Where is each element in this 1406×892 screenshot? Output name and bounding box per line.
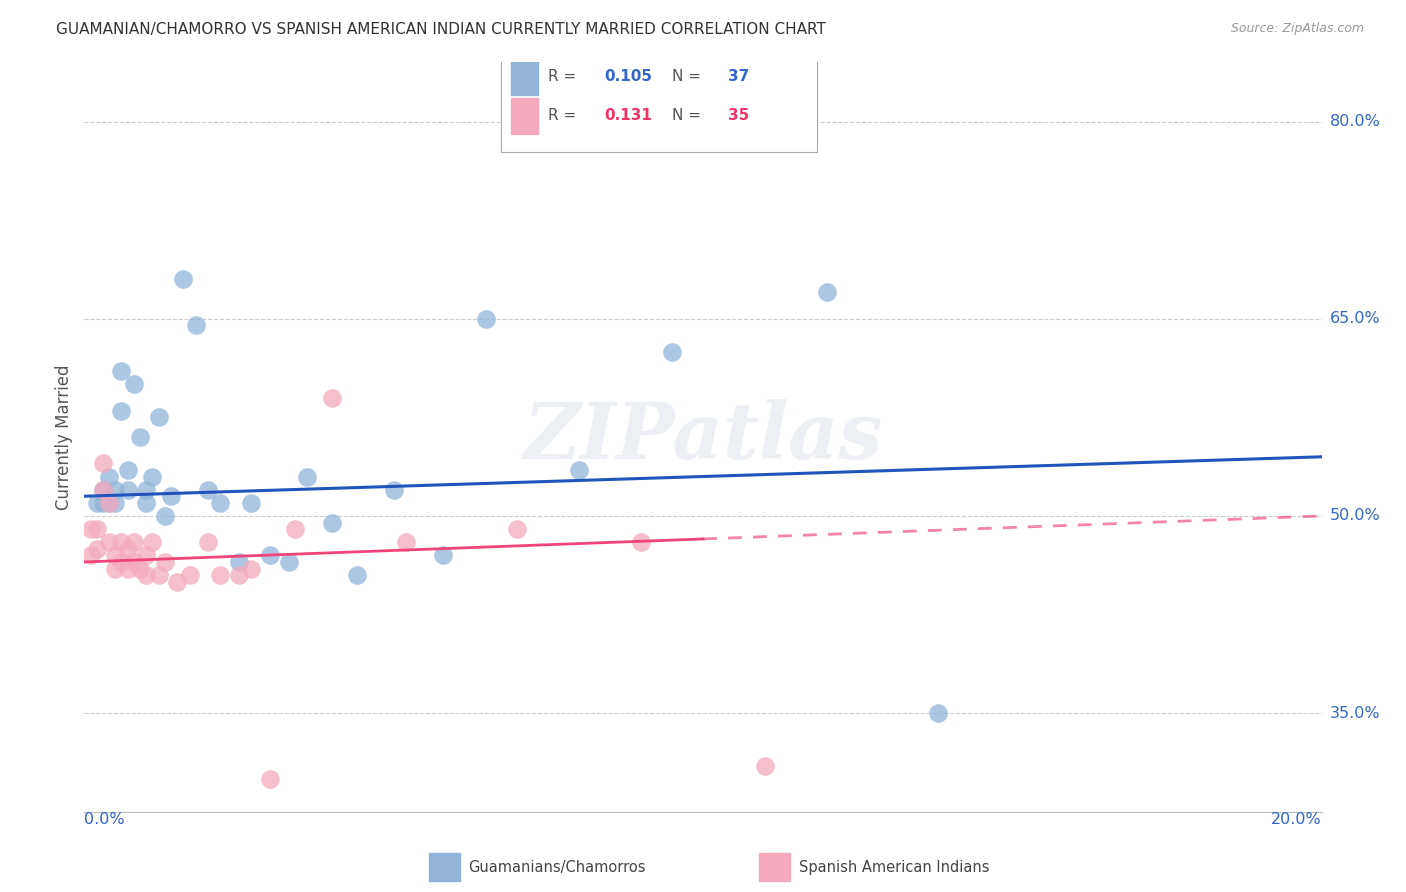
Point [98,496,121,510]
Point [135,568,157,582]
Point [117,541,139,556]
Y-axis label: Currently Married: Currently Married [55,364,73,510]
Point [110,404,132,418]
Point [661,344,683,359]
Point [815,285,838,300]
Point [98,469,121,483]
Text: 35.0%: 35.0% [1330,706,1381,721]
Text: 80.0%: 80.0% [1330,114,1381,129]
Text: Source: ZipAtlas.com: Source: ZipAtlas.com [1230,22,1364,36]
Point [148,410,170,425]
Point [79,522,101,536]
Point [98,535,121,549]
Point [141,535,163,549]
Text: 0.105: 0.105 [605,70,652,84]
Point [91,456,114,470]
Point [432,549,454,563]
Point [104,496,127,510]
Point [110,535,132,549]
Point [104,549,127,563]
Text: 37: 37 [728,70,749,84]
Point [321,516,343,530]
Point [209,496,232,510]
Point [166,574,188,589]
Point [122,377,145,392]
Point [277,555,299,569]
Point [117,561,139,575]
Text: 20.0%: 20.0% [1271,812,1322,827]
Text: 65.0%: 65.0% [1330,311,1381,326]
Point [91,483,114,497]
Point [172,272,194,286]
Point [104,561,127,575]
Point [228,568,250,582]
Point [475,311,498,326]
Text: N =: N = [672,70,706,84]
Text: ZIPatlas: ZIPatlas [523,399,883,475]
Text: 35: 35 [728,108,749,123]
Text: 50.0%: 50.0% [1330,508,1381,524]
Point [135,549,157,563]
Point [129,430,152,444]
Text: GUAMANIAN/CHAMORRO VS SPANISH AMERICAN INDIAN CURRENTLY MARRIED CORRELATION CHAR: GUAMANIAN/CHAMORRO VS SPANISH AMERICAN I… [56,22,827,37]
Point [295,469,318,483]
Point [209,568,232,582]
Point [135,483,157,497]
Point [382,483,405,497]
Text: 0.0%: 0.0% [84,812,125,827]
Point [129,561,152,575]
Point [153,555,176,569]
Point [148,568,170,582]
Text: Guamanians/Chamorros: Guamanians/Chamorros [468,860,645,874]
Point [259,549,281,563]
Point [104,483,127,497]
Point [240,496,263,510]
Point [321,391,343,405]
Point [506,522,529,536]
Text: Spanish American Indians: Spanish American Indians [799,860,988,874]
Point [630,535,652,549]
Point [153,508,176,523]
Point [135,496,157,510]
Point [110,555,132,569]
Point [754,758,776,772]
Point [927,706,949,720]
Point [86,496,108,510]
Point [86,522,108,536]
Point [240,561,263,575]
Point [110,364,132,378]
Point [197,483,219,497]
Point [228,555,250,569]
Point [122,555,145,569]
Point [197,535,219,549]
Point [122,535,145,549]
Point [179,568,201,582]
Point [259,772,281,786]
Point [79,549,101,563]
Text: 0.131: 0.131 [605,108,652,123]
Point [91,496,114,510]
Point [117,463,139,477]
Point [160,489,183,503]
Point [346,568,368,582]
Point [284,522,307,536]
Point [117,483,139,497]
Bar [512,59,538,95]
Point [141,469,163,483]
Point [184,318,207,333]
Point [91,483,114,497]
Text: R =: R = [548,70,582,84]
Point [568,463,591,477]
Text: N =: N = [672,108,706,123]
Text: R =: R = [548,108,586,123]
Point [395,535,418,549]
Bar [502,51,817,153]
Bar [512,97,538,134]
Point [98,496,121,510]
Point [86,541,108,556]
